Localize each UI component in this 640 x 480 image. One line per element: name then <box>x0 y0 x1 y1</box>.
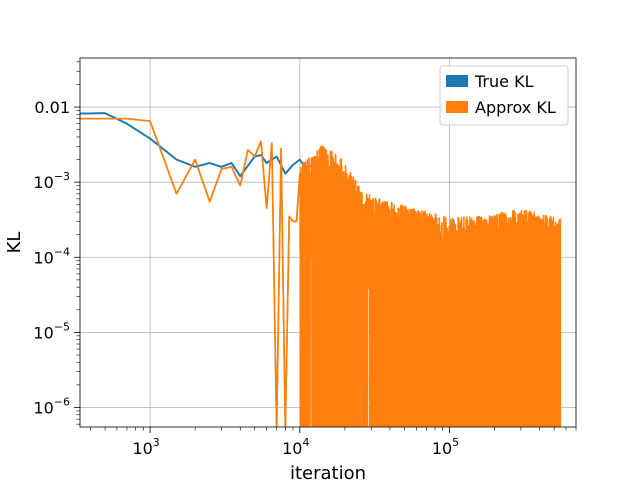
y-tick-label: 0.01 <box>34 98 70 117</box>
y-tick-label: 10−4 <box>33 245 70 267</box>
legend-label: Approx KL <box>475 98 556 117</box>
axis-ticks: 103 104 105 0.01 10−3 10−4 10−5 10−6 <box>33 61 577 458</box>
legend-box <box>439 65 569 126</box>
series-line-approx-kl <box>80 117 562 427</box>
y-tick-label: 10−3 <box>33 170 70 192</box>
series-line-approx-kl-early <box>80 117 301 427</box>
legend-label: True KL <box>474 72 534 91</box>
legend-swatch <box>446 101 468 113</box>
legend: True KL Approx KL <box>439 65 569 126</box>
y-tick-label: 10−5 <box>33 320 70 342</box>
legend-swatch <box>446 75 468 87</box>
plot-series <box>80 112 562 427</box>
x-axis-title: iteration <box>290 463 366 480</box>
y-axis-title: KL <box>4 232 25 254</box>
x-tick-label: 103 <box>132 436 159 458</box>
x-tick-label: 105 <box>432 436 459 458</box>
y-tick-label: 10−6 <box>33 395 70 417</box>
plot-frame <box>79 57 577 428</box>
x-tick-label: 104 <box>282 436 309 458</box>
